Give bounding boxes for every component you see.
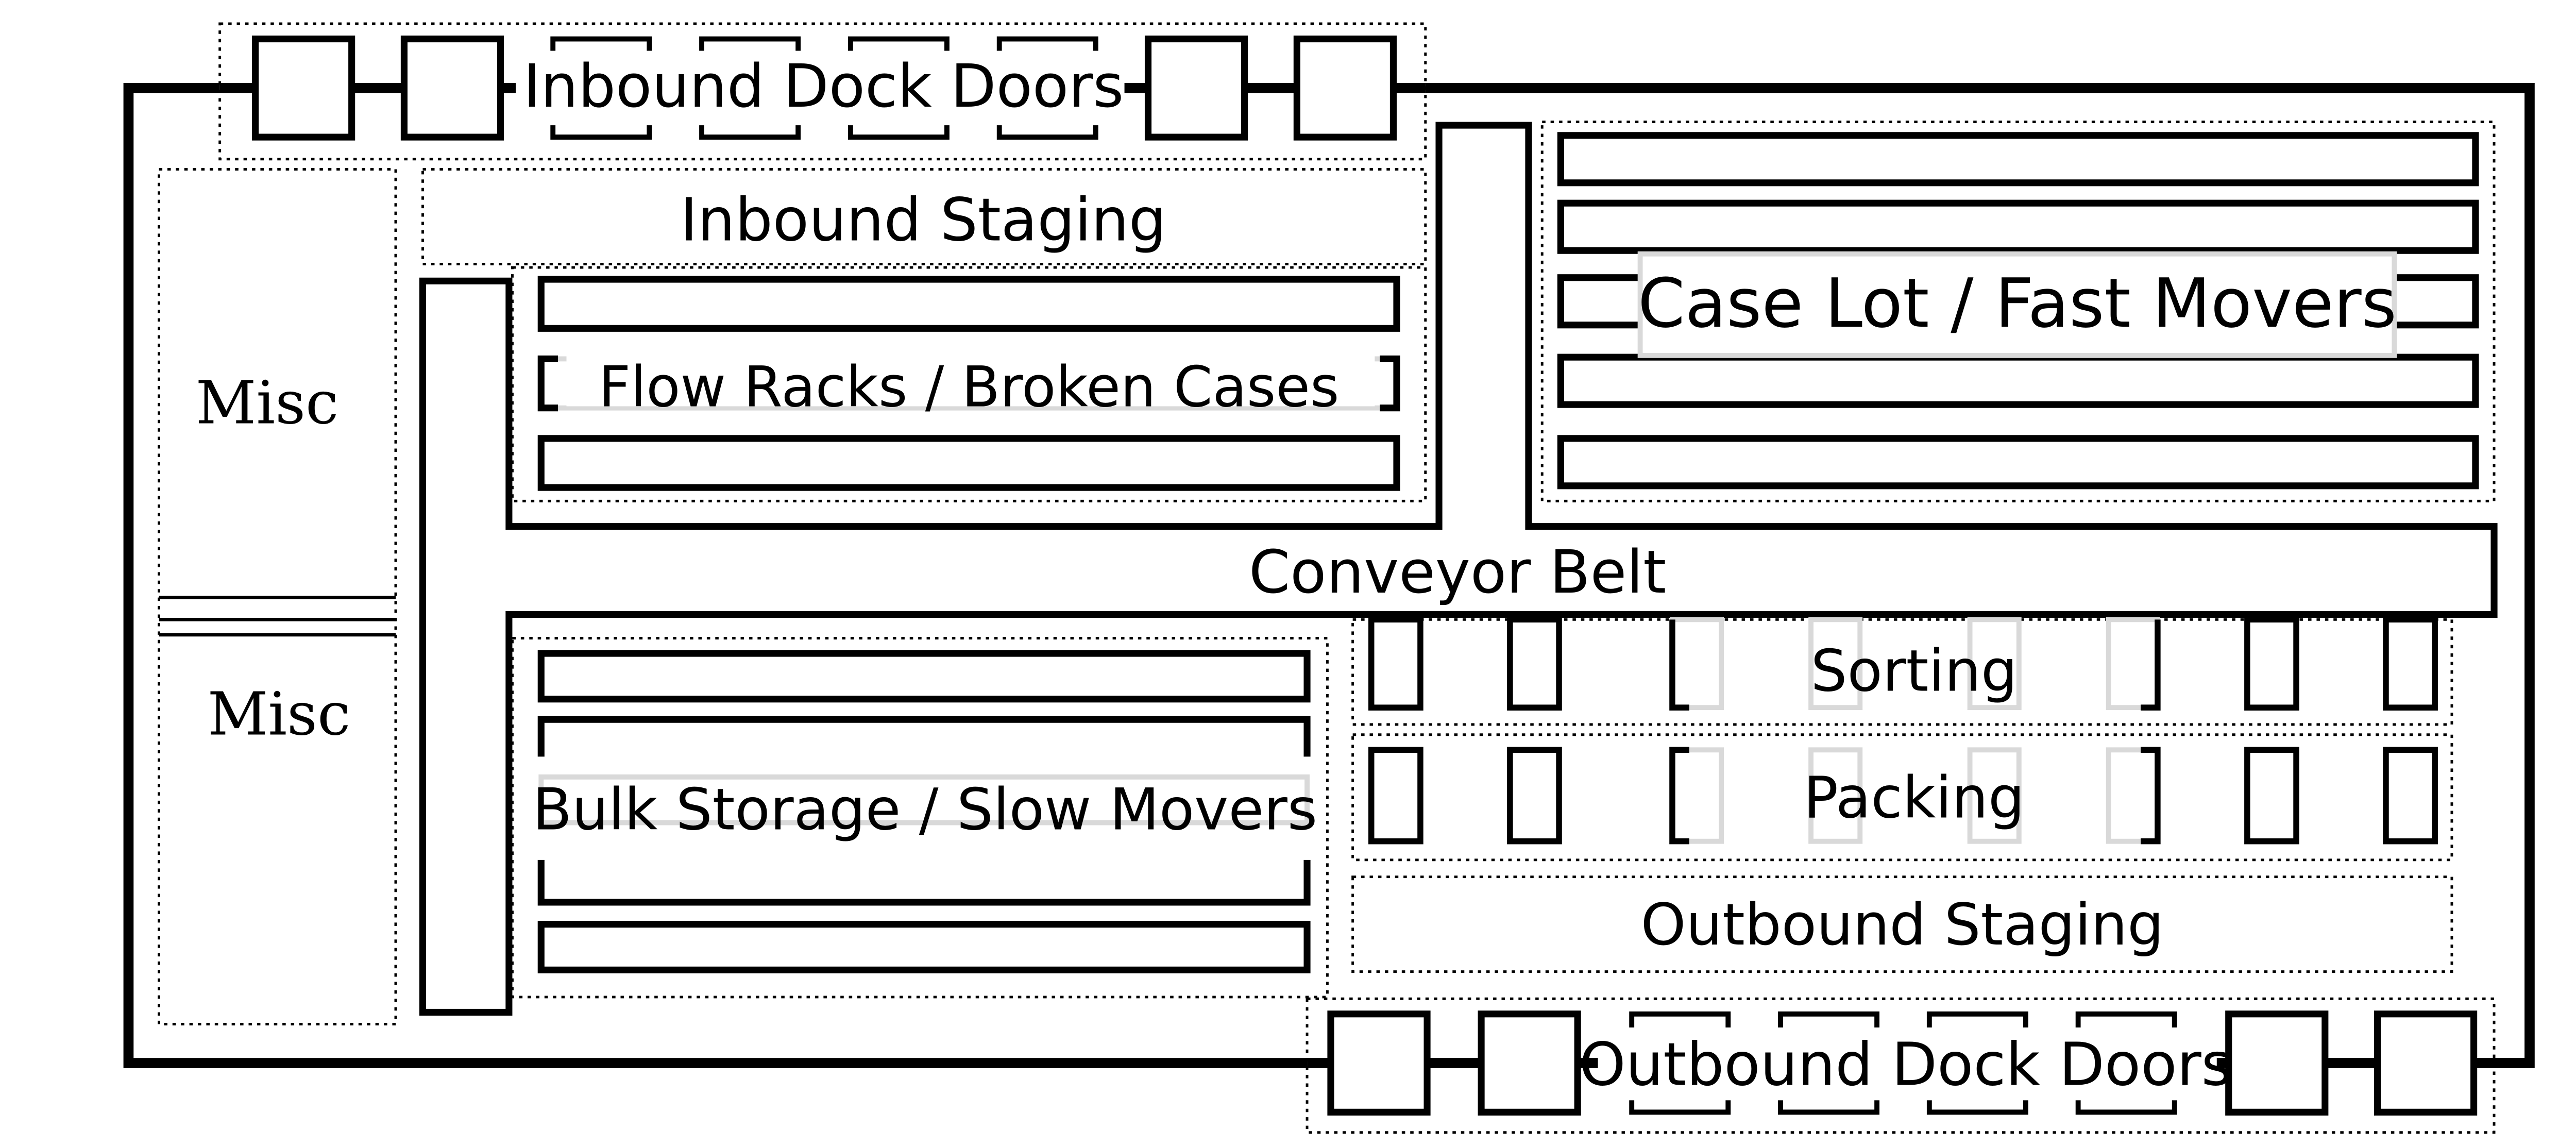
bulk-storage-zone: Bulk Storage / Slow Movers: [511, 637, 1329, 999]
dock-door-faded: [1629, 1011, 2177, 1115]
rack: [1557, 435, 2479, 490]
packing-label: Packing: [1804, 765, 2025, 832]
station: [1808, 617, 1863, 711]
misc-top-label: Misc: [196, 368, 339, 437]
case-lot-label: Case Lot / Fast Movers: [1638, 264, 2397, 343]
bulk-storage-label: Bulk Storage / Slow Movers: [533, 777, 1317, 844]
station: [1507, 747, 1562, 845]
sorting-zone: Sorting: [1351, 616, 2453, 726]
dock-door: [252, 35, 355, 141]
conveyor-belt: Conveyor Belt: [419, 122, 2498, 1016]
station: [1368, 747, 1423, 845]
dock-door: [1144, 35, 1248, 141]
flow-racks-zone: Flow Racks / Broken Cases: [511, 266, 1427, 502]
inbound-dock-doors-zone: Inbound Dock Doors: [218, 22, 2530, 161]
dock-door: [1293, 35, 1397, 141]
rack: [1557, 353, 2479, 408]
inbound-staging-label: Inbound Staging: [680, 186, 1166, 255]
rack: [537, 276, 1400, 332]
rack: [1557, 199, 2479, 254]
sorting-label: Sorting: [1811, 637, 2018, 704]
station: [2383, 747, 2438, 845]
station: [2244, 747, 2299, 845]
outbound-dock-doors-zone: Outbound Dock Doors: [1306, 997, 2530, 1134]
rack: [537, 435, 1400, 491]
station: [2106, 617, 2160, 711]
station: [1967, 617, 2022, 711]
conveyor-belt-label: Conveyor Belt: [1249, 538, 1666, 607]
misc-zone: Misc Misc: [158, 168, 397, 1025]
outbound-staging-label: Outbound Staging: [1641, 891, 2164, 958]
dock-door-faded: [550, 36, 1098, 140]
rack: [537, 860, 1311, 906]
station: [1670, 747, 1724, 844]
outbound-dock-doors-label: Outbound Dock Doors: [1579, 1031, 2232, 1100]
station: [1808, 747, 1863, 844]
station: [1670, 617, 1724, 711]
rack: [537, 921, 1311, 973]
packing-zone: Packing: [1351, 733, 2453, 862]
inbound-staging-zone: Inbound Staging: [421, 168, 1427, 265]
case-lot-zone: Case Lot / Fast Movers: [1540, 121, 2496, 502]
misc-bottom-label: Misc: [208, 680, 351, 749]
outbound-staging-zone: Outbound Staging: [1351, 875, 2453, 973]
station: [2383, 616, 2438, 711]
flow-racks-label: Flow Racks / Broken Cases: [599, 354, 1340, 419]
dock-door: [1478, 1010, 1581, 1116]
station: [1967, 747, 2022, 844]
station: [1507, 616, 1562, 711]
station: [2244, 616, 2299, 711]
rack: [537, 716, 1311, 757]
dock-door: [1327, 1010, 1431, 1116]
rack: [537, 650, 1311, 703]
rack: [1557, 132, 2479, 187]
dock-door: [400, 35, 504, 141]
dock-door: [2225, 1010, 2329, 1116]
station: [2106, 747, 2160, 844]
inbound-dock-doors-label: Inbound Dock Doors: [523, 52, 1124, 121]
dock-door: [2374, 1010, 2478, 1116]
station: [1368, 616, 1423, 711]
